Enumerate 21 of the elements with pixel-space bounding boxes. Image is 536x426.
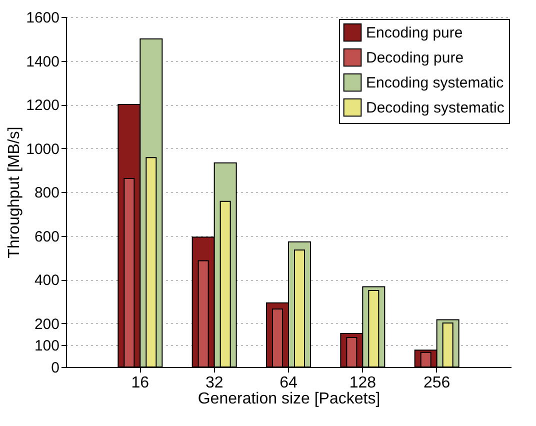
y-tick-label: 1200 — [26, 97, 60, 114]
x-tick-label: 32 — [205, 374, 224, 392]
legend-label: Encoding systematic — [366, 74, 504, 92]
legend-label: Decoding pure — [366, 50, 464, 66]
y-tick-label: 1000 — [26, 140, 60, 158]
y-tick-label: 100 — [34, 338, 60, 355]
y-tick-label: 1600 — [26, 10, 60, 26]
y-tick-label: 0 — [51, 360, 60, 376]
y-tick-label: 600 — [34, 228, 60, 246]
y-tick-label: 800 — [34, 184, 60, 202]
x-axis-title: Generation size [Packets] — [198, 390, 380, 408]
legend-label: Decoding systematic — [366, 100, 505, 116]
y-tick-label: 400 — [34, 272, 60, 289]
y-axis-title: Throughput [MB/s] — [6, 126, 24, 258]
legend-label: Encoding pure — [366, 24, 463, 42]
x-tick-label: 128 — [349, 374, 376, 392]
y-tick-label: 1400 — [26, 53, 60, 70]
x-tick-label: 256 — [423, 374, 450, 392]
x-tick-label: 64 — [280, 374, 298, 392]
y-tick-label: 200 — [34, 316, 60, 333]
x-tick-label: 16 — [131, 374, 150, 392]
